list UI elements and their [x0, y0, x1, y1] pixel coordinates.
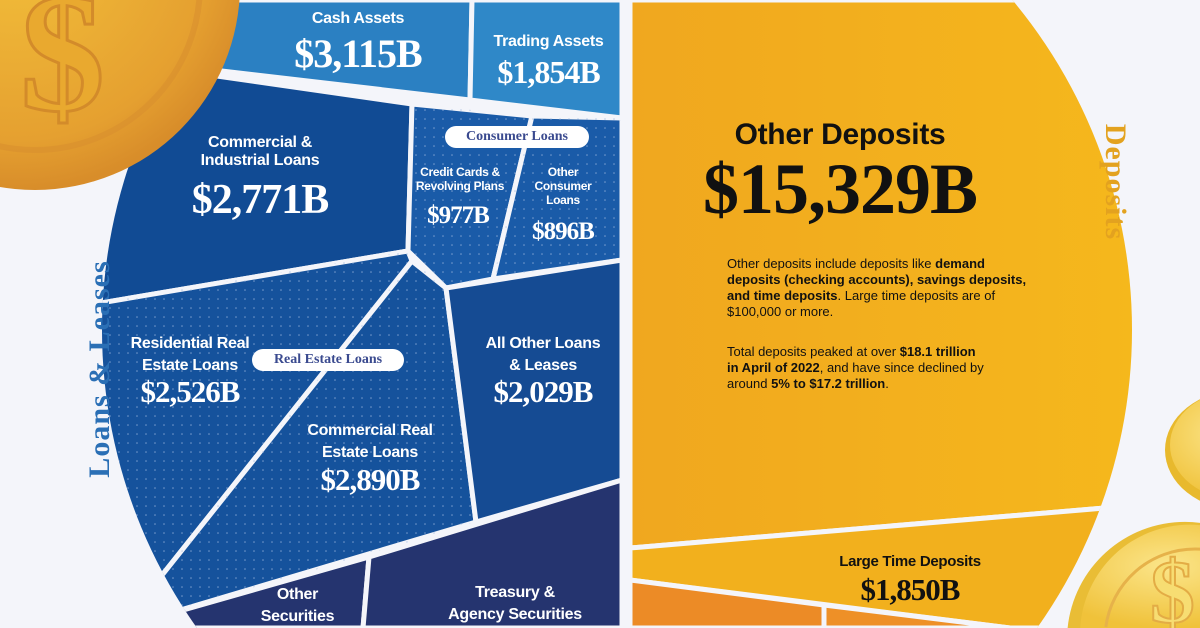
other-consumer-label: Other Consumer Loans — [518, 165, 608, 207]
total-deposits-note: Total deposits peaked at over $18.1 tril… — [727, 344, 987, 392]
tr-label-1: Treasury & — [475, 584, 555, 601]
other-consumer-value: $896B — [532, 218, 595, 245]
cell-small-deposits-b — [821, 602, 1013, 628]
large-time-deposits-label: Large Time Deposits — [839, 553, 981, 570]
other-deposits-value: $15,329B — [702, 149, 978, 229]
ci-label-1: Commercial & — [208, 134, 312, 151]
coin-icon — [1165, 399, 1200, 501]
note-text: . — [885, 376, 889, 391]
svg-text:$: $ — [1150, 543, 1195, 628]
tr-label-2: Agency Securities — [448, 606, 582, 623]
cash-assets-value: $3,115B — [294, 31, 422, 76]
oc-label-1: Other — [547, 165, 579, 179]
large-time-deposits-value: $1,850B — [860, 572, 961, 607]
note-bold: demand deposits (checking accounts), sav… — [727, 256, 1027, 303]
cre-label-2: Estate Loans — [322, 444, 418, 461]
os-label-2: Securities — [260, 608, 335, 625]
real-estate-loans-badge: Real Estate Loans — [252, 349, 404, 371]
cell-treasury — [360, 477, 625, 628]
ci-value: $2,771B — [191, 177, 330, 223]
ci-label: Commercial & Industrial Loans — [160, 134, 360, 171]
oc-label-2: Consumer — [534, 178, 592, 193]
cash-assets-label: Cash Assets — [311, 10, 405, 27]
note-bold: $18.1 trillion in April of 2022 — [727, 344, 976, 375]
note-text: . Large time deposits are of $100,000 or… — [727, 288, 996, 319]
oc-label-3: Loans — [546, 192, 580, 207]
commercial-re-value: $2,890B — [320, 462, 421, 497]
ao-label-1: All Other Loans — [485, 335, 601, 352]
credit-cards-value: $977B — [427, 202, 490, 229]
other-deposits-note: Other deposits include deposits like dem… — [727, 256, 1027, 320]
residential-value: $2,526B — [140, 374, 241, 409]
os-label-1: Other — [276, 586, 319, 603]
other-securities-label: Other Securities — [240, 584, 355, 628]
res-label-2: Estate Loans — [142, 357, 238, 374]
cre-label-1: Commercial Real — [307, 422, 433, 439]
commercial-re-label: Commercial Real Estate Loans — [290, 420, 450, 464]
all-other-loans-label: All Other Loans & Leases — [472, 333, 614, 377]
ao-label-2: & Leases — [509, 357, 577, 374]
credit-cards-label: Credit Cards & Revolving Plans — [412, 165, 508, 194]
ci-label-2: Industrial Loans — [200, 152, 320, 170]
note-text: Total deposits peaked at over — [727, 344, 900, 359]
residential-label: Residential Real Estate Loans — [110, 333, 270, 377]
res-label-1: Residential Real — [130, 335, 250, 352]
credit-label-2: Revolving Plans — [415, 178, 505, 193]
coin-icon: $ — [1067, 521, 1200, 628]
trading-assets-value: $1,854B — [497, 54, 600, 90]
note-text: , and have since declined by around — [727, 360, 984, 391]
all-other-loans-value: $2,029B — [493, 374, 594, 409]
consumer-loans-badge: Consumer Loans — [445, 126, 589, 148]
credit-label-1: Credit Cards & — [420, 165, 500, 179]
treasury-label: Treasury & Agency Securities — [420, 582, 610, 626]
trading-assets-label: Trading Assets — [493, 33, 604, 50]
note-text: Other deposits include deposits like — [727, 256, 936, 271]
other-deposits-label: Other Deposits — [734, 118, 946, 151]
coin-icon: $ — [0, 0, 240, 190]
svg-text:$: $ — [20, 0, 105, 147]
deposits-title: Deposits — [1099, 123, 1132, 241]
note-bold: 5% to $17.2 trillion — [771, 376, 886, 391]
